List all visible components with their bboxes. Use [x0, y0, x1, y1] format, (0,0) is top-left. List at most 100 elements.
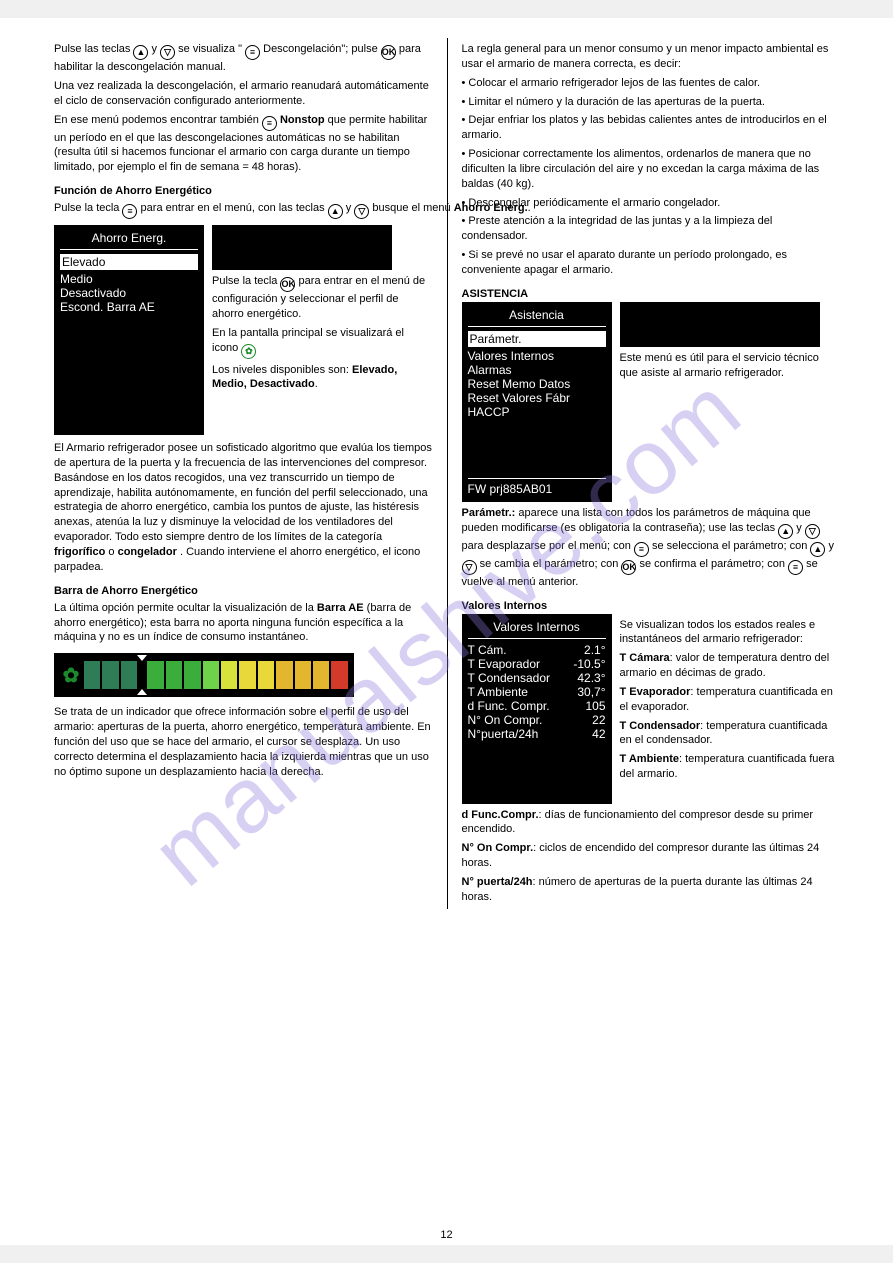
vi-value: 42	[592, 727, 605, 741]
menu-item[interactable]: HACCP	[468, 405, 606, 419]
bar-segment	[276, 661, 292, 689]
leaf-icon: ✿	[60, 663, 82, 688]
down-icon: ▽	[462, 560, 477, 575]
black-box	[212, 225, 392, 270]
menu-item[interactable]: Escond. Barra AE	[60, 300, 198, 314]
left-pe4: Los niveles disponibles son: Elevado, Me…	[212, 363, 433, 393]
vi-row: N° On Compr.22	[468, 713, 606, 727]
left-p2: Una vez realizada la descongelación, el …	[54, 79, 433, 109]
txt: para entrar en el menú, con las teclas	[141, 202, 328, 214]
menu-item-selected[interactable]: Parámetr.	[468, 331, 606, 347]
txt: Posicionar correctamente los alimentos, …	[462, 148, 820, 190]
left-pe2: Pulse la tecla OK para entrar en el menú…	[212, 274, 433, 322]
txt: En ese menú podemos encontrar también	[54, 114, 262, 126]
bottom-bar	[0, 1245, 893, 1263]
li: • Dejar enfriar los platos y las bebidas…	[462, 113, 840, 143]
screen-title: Ahorro Energ.	[60, 229, 198, 250]
energy-bar: ✿	[54, 653, 354, 697]
bar-segment	[313, 661, 329, 689]
txt: N° On Compr.	[462, 842, 534, 854]
bar-segment	[121, 661, 137, 689]
right-p1: La regla general para un menor consumo y…	[462, 42, 840, 72]
txt: y	[796, 522, 805, 534]
down-icon: ▽	[354, 204, 369, 219]
menu-item[interactable]: Reset Memo Datos	[468, 377, 606, 391]
txt: se visualiza "	[178, 43, 242, 55]
li: • Colocar el armario refrigerador lejos …	[462, 76, 840, 91]
vi-item: N° On Compr.: ciclos de encendido del co…	[462, 841, 840, 871]
txt: congelador	[118, 546, 177, 558]
ok-icon: OK	[280, 277, 295, 292]
vi-item: T Cámara: valor de temperatura dentro de…	[620, 651, 840, 681]
txt: d Func.Compr.	[462, 809, 539, 821]
bar-segment	[258, 661, 274, 689]
vi-desc: Se visualizan todos los estados reales e…	[620, 618, 840, 648]
left-pb2: Se trata de un indicador que ofrece info…	[54, 705, 433, 779]
up-icon: ▲	[810, 542, 825, 557]
vi-row: N°puerta/24h42	[468, 727, 606, 741]
txt: se confirma el parámetro; con	[639, 558, 788, 570]
vi-label: T Condensador	[468, 671, 551, 685]
menu-item[interactable]: Reset Valores Fábr	[468, 391, 606, 405]
menu-item[interactable]: Medio	[60, 272, 198, 286]
bar-segment	[203, 661, 219, 689]
menu-item[interactable]: Desactivado	[60, 286, 198, 300]
vi-item: T Evaporador: temperatura cuantificada e…	[620, 685, 840, 715]
txt: Pulse la tecla	[54, 202, 122, 214]
txt: T Evaporador	[620, 686, 691, 698]
vi-row: T Ambiente30,7°	[468, 685, 606, 699]
left-pb1: La última opción permite ocultar la visu…	[54, 601, 433, 646]
fw-label: FW prj885AB01	[468, 478, 606, 496]
heading-energy: Función de Ahorro Energético	[54, 185, 433, 197]
menu-item-selected[interactable]: Elevado	[60, 254, 198, 270]
heading-asistencia: ASISTENCIA	[462, 288, 840, 300]
vi-row: T Cám.2.1°	[468, 643, 606, 657]
bar-segment	[331, 661, 347, 689]
txt: T Condensador	[620, 720, 701, 732]
down-icon: ▽	[160, 45, 175, 60]
param-desc: Parámetr.: aparece una lista con todos l…	[462, 506, 840, 590]
txt: T Ambiente	[620, 753, 680, 765]
txt: N° puerta/24h	[462, 876, 533, 888]
vi-label: T Ambiente	[468, 685, 528, 699]
top-bar	[0, 0, 893, 18]
li: • Posicionar correctamente los alimentos…	[462, 147, 840, 192]
li: • Si se prevé no usar el aparato durante…	[462, 248, 840, 278]
screen-title: Asistencia	[468, 306, 606, 327]
txt: Limitar el número y la duración de las a…	[468, 96, 765, 108]
vi-value: 2.1°	[584, 643, 605, 657]
bar-segment	[166, 661, 182, 689]
vi-row: d Func. Compr.105	[468, 699, 606, 713]
li: • Preste atención a la integridad de las…	[462, 214, 840, 244]
txt: Nonstop	[280, 114, 325, 126]
left-pe1: Pulse la tecla ≡ para entrar en el menú,…	[54, 201, 433, 219]
txt: Colocar el armario refrigerador lejos de…	[468, 77, 760, 89]
vi-value: 42.3°	[577, 671, 605, 685]
txt: y	[828, 540, 834, 552]
txt: Dejar enfriar los platos y las bebidas c…	[462, 114, 827, 141]
txt: se selecciona el parámetro; con	[652, 540, 810, 552]
left-column: Pulse las teclas ▲ y ▽ se visualiza " ≡ …	[40, 38, 447, 909]
energy-screen-pair: Ahorro Energ. Elevado Medio Desactivado …	[54, 225, 433, 435]
menu-icon: ≡	[788, 560, 803, 575]
txt: Descongelación"; pulse	[263, 43, 381, 55]
txt: Parámetr.:	[462, 507, 516, 519]
left-p3: En ese menú podemos encontrar también ≡ …	[54, 113, 433, 176]
menu-item[interactable]: Valores Internos	[468, 349, 606, 363]
left-p1: Pulse las teclas ▲ y ▽ se visualiza " ≡ …	[54, 42, 433, 75]
txt: y	[152, 43, 161, 55]
ok-icon: OK	[621, 560, 636, 575]
bar-segment	[295, 661, 311, 689]
energy-menu-screen: Ahorro Energ. Elevado Medio Desactivado …	[54, 225, 204, 435]
bar-segment	[239, 661, 255, 689]
vi-screen: Valores Internos T Cám.2.1°T Evaporador-…	[462, 614, 612, 804]
bar-segment	[84, 661, 100, 689]
bar-segment	[184, 661, 200, 689]
li: • Limitar el número y la duración de las…	[462, 95, 840, 110]
txt: Pulse las teclas	[54, 43, 133, 55]
menu-item[interactable]: Alarmas	[468, 363, 606, 377]
up-icon: ▲	[133, 45, 148, 60]
txt: Los niveles disponibles son:	[212, 364, 352, 376]
vi-item: d Func.Compr.: días de funcionamiento de…	[462, 808, 840, 838]
txt: Pulse la tecla	[212, 275, 280, 287]
